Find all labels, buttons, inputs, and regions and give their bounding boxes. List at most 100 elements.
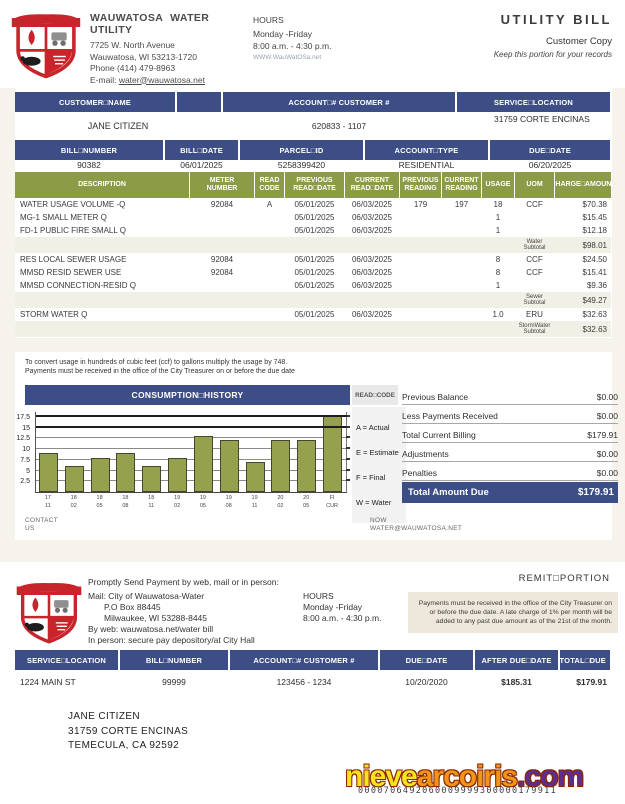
table-cell: A bbox=[266, 200, 273, 209]
table-cell: 05/01/2025 bbox=[294, 255, 335, 264]
x-axis-label: 18 bbox=[70, 495, 77, 501]
table-cell bbox=[15, 321, 189, 337]
table-row: WATER USAGE VOLUME -Q 92084 A 05/01/2025 06/… bbox=[15, 198, 611, 211]
summary-value: $0.00 bbox=[596, 467, 618, 478]
watermark-part: arcoiris bbox=[416, 760, 518, 793]
wauwatosa-crest-icon bbox=[11, 14, 81, 79]
table-cell: MMSD RESID SEWER USE bbox=[20, 268, 122, 277]
table-cell bbox=[190, 321, 254, 337]
mailing-address-line: TEMECULA, CA 92592 bbox=[68, 740, 180, 751]
column-header: DUE□DATE bbox=[490, 140, 610, 160]
contact-line: NOW bbox=[370, 517, 387, 524]
table-cell: 1 bbox=[495, 226, 501, 235]
table-cell: FD-1 PUBLIC FIRE SMALL Q bbox=[20, 226, 126, 235]
subtotal-amount: $32.63 bbox=[582, 324, 607, 334]
table-cell bbox=[255, 292, 284, 308]
contact-now-label: NOW WATER@WAUWATOSA.NET bbox=[370, 517, 462, 533]
table-row: StormWater Subtotal $32.63 bbox=[15, 321, 611, 337]
column-header: UOM bbox=[515, 172, 554, 198]
gridline bbox=[36, 480, 346, 482]
consumption-chart bbox=[35, 412, 350, 493]
axis-tick bbox=[346, 425, 350, 428]
wauwatosa-crest-icon bbox=[16, 582, 82, 644]
table-cell: CCF bbox=[526, 255, 543, 264]
table-cell: 06/03/2025 bbox=[351, 226, 393, 235]
table-cell: RES LOCAL SEWER USAGE bbox=[20, 255, 127, 264]
hours-title: HOURS bbox=[303, 591, 334, 601]
utility-email-line: E-mail: water@wauwatosa.net bbox=[90, 75, 250, 87]
column-header bbox=[177, 92, 221, 112]
subtotal-label: Water Subtotal bbox=[523, 238, 546, 252]
table-cell bbox=[255, 321, 284, 337]
x-axis-label: 20 bbox=[277, 495, 284, 501]
summary-row: Adjustments $0.00 bbox=[402, 443, 618, 462]
x-axis-label: 08 bbox=[225, 503, 232, 509]
table-cell bbox=[345, 321, 399, 337]
gridline bbox=[36, 469, 346, 471]
x-axis-label: 11 bbox=[45, 503, 51, 509]
read-code-header: READ□CODE bbox=[352, 385, 398, 405]
table-cell bbox=[400, 279, 441, 292]
table-cell bbox=[285, 237, 344, 253]
table-cell: MG-1 SMALL METER Q bbox=[20, 213, 107, 222]
summary-label: Adjustments bbox=[402, 448, 449, 459]
usage-notes: To convert usage in hundreds of cubic fe… bbox=[25, 358, 445, 376]
table-cell: 05/01/2025 bbox=[294, 268, 335, 277]
customer-table-header: CUSTOMER□NAME ACCOUNT□# CUSTOMER # SERVICE… bbox=[15, 92, 610, 112]
x-axis-label: 02 bbox=[174, 503, 181, 509]
website-url: WWW.WauWatOSa.net bbox=[253, 54, 322, 61]
table-cell bbox=[515, 224, 554, 237]
table-cell: 197 bbox=[454, 200, 469, 209]
watermark-part: nieve bbox=[345, 760, 418, 793]
table-cell: 05/01/2025 bbox=[294, 281, 335, 290]
email-link[interactable]: water@wauwatosa.net bbox=[118, 74, 205, 85]
copy-note: Keep this portion for your records bbox=[493, 50, 612, 59]
table-cell: $32.63 bbox=[582, 310, 607, 319]
remit-logo bbox=[15, 576, 83, 648]
table-cell bbox=[285, 321, 344, 337]
table-cell bbox=[345, 237, 399, 253]
table-cell bbox=[190, 279, 254, 292]
table-cell: 8 bbox=[495, 268, 501, 277]
chart-bar bbox=[193, 436, 213, 492]
chart-x-labels-year: 17 18 18 18 18 19 19 19 19 20 20 FI bbox=[35, 495, 345, 501]
summary-row: Penalties $0.00 bbox=[402, 462, 618, 481]
x-axis-label: 05 bbox=[199, 503, 206, 509]
table-cell: 06/03/2025 bbox=[351, 268, 393, 277]
table-cell: $15.45 bbox=[582, 213, 607, 222]
column-header: BILL□NUMBER bbox=[15, 140, 163, 160]
table-cell bbox=[442, 266, 481, 279]
note-line: To convert usage in hundreds of cubic fe… bbox=[25, 359, 288, 366]
table-cell bbox=[255, 211, 284, 224]
mailing-address: JANE CITIZEN 31759 CORTE ENCINAS TEMECULA,… bbox=[68, 710, 188, 754]
column-header: ACCOUNT□# CUSTOMER # bbox=[230, 650, 378, 670]
y-axis-label: 5 bbox=[26, 467, 30, 475]
utility-address-line: 7725 W. North Avenue bbox=[90, 40, 175, 50]
table-cell bbox=[15, 237, 189, 253]
hours-info: HOURS Monday -Friday 8:00 a.m. - 4:30 p.… bbox=[253, 15, 373, 61]
table-cell bbox=[255, 266, 284, 279]
y-axis-label: 15 bbox=[22, 424, 30, 432]
column-header: CURRENT READING bbox=[442, 172, 481, 198]
chart-bar bbox=[297, 440, 317, 492]
table-cell bbox=[255, 253, 284, 266]
column-header: SERVICE□LOCATION bbox=[457, 92, 610, 112]
remit-value: $185.31 bbox=[501, 677, 532, 687]
axis-tick bbox=[346, 414, 350, 417]
utility-name: WAUWATOSA WATER UTILITY bbox=[90, 12, 210, 36]
x-axis-label: FI bbox=[329, 495, 335, 501]
table-cell: WATER USAGE VOLUME -Q bbox=[20, 200, 126, 209]
table-cell bbox=[482, 321, 514, 337]
total-amount-due-row: Total Amount Due $179.91 bbox=[402, 482, 618, 503]
utility-phone: Phone (414) 479-8963 bbox=[90, 63, 176, 73]
table-row: FD-1 PUBLIC FIRE SMALL Q 05/01/2025 06/03/… bbox=[15, 224, 611, 237]
subtotal-amount: $49.27 bbox=[582, 295, 607, 305]
x-axis-label: 05 bbox=[303, 503, 310, 509]
column-header: ACCOUNT□TYPE bbox=[365, 140, 488, 160]
table-cell bbox=[442, 292, 481, 308]
bill-value: 06/20/2025 bbox=[528, 160, 572, 170]
table-cell bbox=[190, 211, 254, 224]
x-axis-label: 11 bbox=[251, 503, 258, 509]
account-number: 620833 - 1107 bbox=[311, 121, 367, 131]
